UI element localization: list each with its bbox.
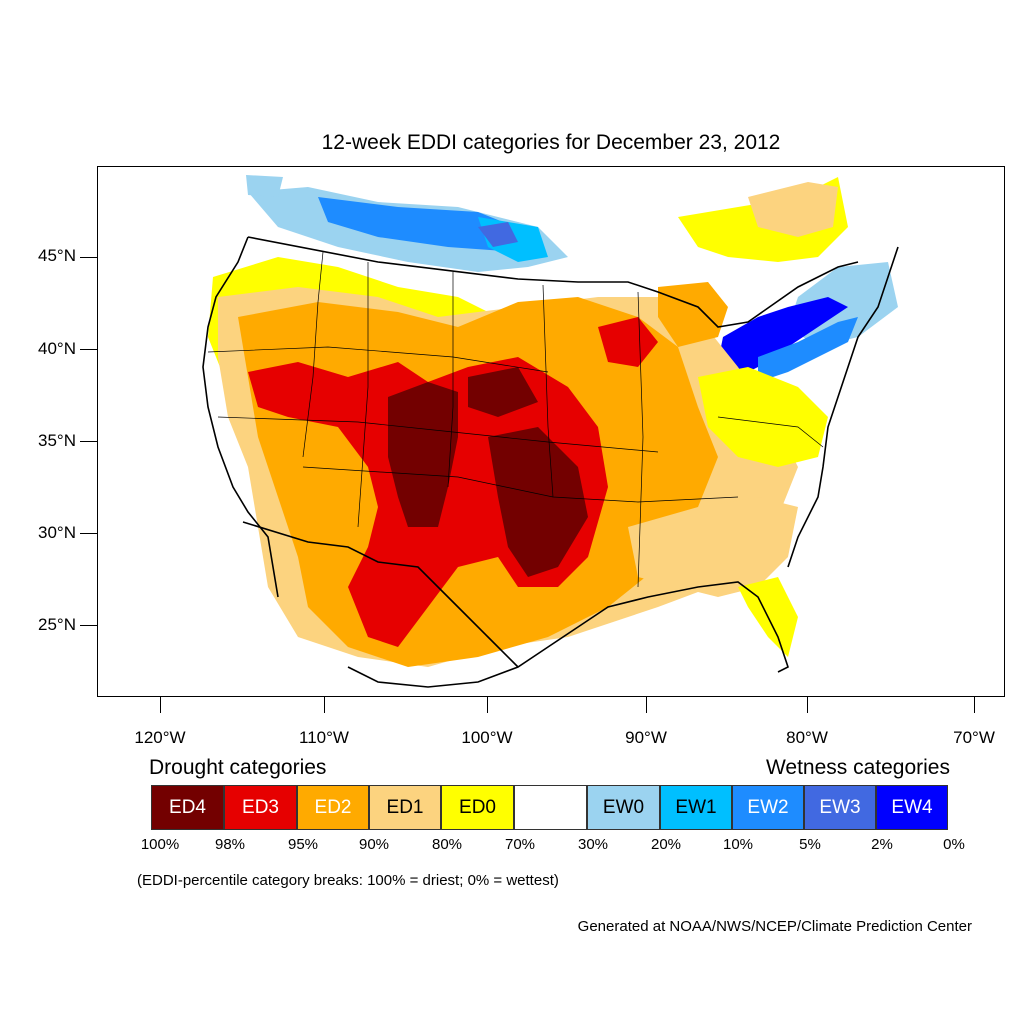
lat-label-25: 25°N xyxy=(38,615,76,634)
lon-label-110: 110°W xyxy=(299,728,349,747)
category-breaks-note: (EDDI-percentile category breaks: 100% =… xyxy=(137,872,559,889)
break-label-100: 100% xyxy=(140,836,180,853)
lat-label-40: 40°N xyxy=(38,339,76,358)
legend-label-ew2: EW2 xyxy=(747,796,789,818)
coastline-gulf xyxy=(347,581,789,688)
break-label-2: 2% xyxy=(871,836,893,853)
border-canada xyxy=(247,236,859,328)
break-label-95: 95% xyxy=(287,836,319,853)
legend-label-ew0: EW0 xyxy=(602,796,645,818)
legend-label-ew4: EW4 xyxy=(891,796,933,818)
lon-label-90: 90°W xyxy=(625,728,667,747)
legend-label-ew3: EW3 xyxy=(819,796,861,818)
wetness-categories-heading: Wetness categories xyxy=(765,756,950,779)
region-ed1-top xyxy=(748,182,838,237)
map-panel xyxy=(97,166,1005,697)
break-label-10: 10% xyxy=(722,836,754,853)
break-label-5: 5% xyxy=(799,836,821,853)
break-label-0: 0% xyxy=(943,836,965,853)
lon-label-80: 80°W xyxy=(786,728,828,747)
eddi-map xyxy=(202,175,899,688)
legend-cell-ed0: ED0 xyxy=(441,785,514,830)
break-label-80: 80% xyxy=(431,836,463,853)
boundaries xyxy=(202,236,899,688)
legend-cell-normal xyxy=(514,785,587,830)
coastline-west xyxy=(202,236,279,598)
break-label-70: 70% xyxy=(504,836,536,853)
region-ew2-ne xyxy=(758,317,858,382)
region-ew4-ne xyxy=(718,297,848,382)
lon-label-120: 120°W xyxy=(134,728,186,747)
lat-tick-40 xyxy=(80,349,97,350)
drought-categories-heading: Drought categories xyxy=(149,756,327,779)
lat-label-30: 30°N xyxy=(38,523,76,542)
lat-tick-45 xyxy=(80,257,97,258)
lon-tick-80 xyxy=(807,697,808,713)
region-ew3-north xyxy=(478,222,518,247)
state-borders xyxy=(207,251,824,588)
region-ed4-north xyxy=(468,367,538,417)
lon-tick-110 xyxy=(324,697,325,713)
break-label-30: 30% xyxy=(577,836,609,853)
coastline-east xyxy=(787,246,899,568)
legend-label-ew1: EW1 xyxy=(675,796,717,818)
lat-label-45: 45°N xyxy=(38,246,76,265)
lat-label-35: 35°N xyxy=(38,431,76,450)
lon-label-70: 70°W xyxy=(953,728,995,747)
legend-cell-ew2: EW2 xyxy=(732,785,804,830)
legend-cell-ew1: EW1 xyxy=(660,785,732,830)
legend-cell-ew3: EW3 xyxy=(804,785,876,830)
lon-tick-90 xyxy=(646,697,647,713)
lon-tick-100 xyxy=(487,697,488,713)
legend-cell-ed4: ED4 xyxy=(151,785,224,830)
region-ed3-mi xyxy=(598,317,658,367)
legend-label-ed1: ED1 xyxy=(386,796,424,818)
map-title: 12-week EDDI categories for December 23,… xyxy=(321,131,781,154)
lon-tick-120 xyxy=(160,697,161,713)
legend-label-ed3: ED3 xyxy=(242,796,279,818)
break-label-98: 98% xyxy=(214,836,246,853)
legend-cell-ed3: ED3 xyxy=(224,785,297,830)
legend-cell-ed2: ED2 xyxy=(297,785,369,830)
region-ed4-south xyxy=(488,427,588,577)
border-mexico xyxy=(242,521,519,668)
region-ed1-se xyxy=(628,497,798,597)
lon-label-100: 100°W xyxy=(461,728,513,747)
region-ed0-east xyxy=(698,367,828,467)
lat-tick-30 xyxy=(80,533,97,534)
lat-tick-25 xyxy=(80,625,97,626)
lon-tick-70 xyxy=(974,697,975,713)
region-ew0-nw xyxy=(246,175,283,197)
legend-label-ed4: ED4 xyxy=(169,796,206,818)
legend-cell-ed1: ED1 xyxy=(369,785,441,830)
legend-cell-ew0: EW0 xyxy=(587,785,660,830)
lat-tick-35 xyxy=(80,441,97,442)
break-label-90: 90% xyxy=(358,836,390,853)
region-ew2-north xyxy=(318,197,528,252)
break-label-20: 20% xyxy=(650,836,682,853)
category-legend-bar: ED4 ED3 ED2 ED1 ED0 EW0 EW1 EW2 EW3 EW4 xyxy=(151,785,948,830)
legend-label-ed2: ED2 xyxy=(314,796,352,818)
region-ed4-central xyxy=(388,382,458,527)
legend-label-ed0: ED0 xyxy=(459,796,496,818)
source-credit: Generated at NOAA/NWS/NCEP/Climate Predi… xyxy=(577,918,972,935)
legend-cell-ew4: EW4 xyxy=(876,785,948,830)
